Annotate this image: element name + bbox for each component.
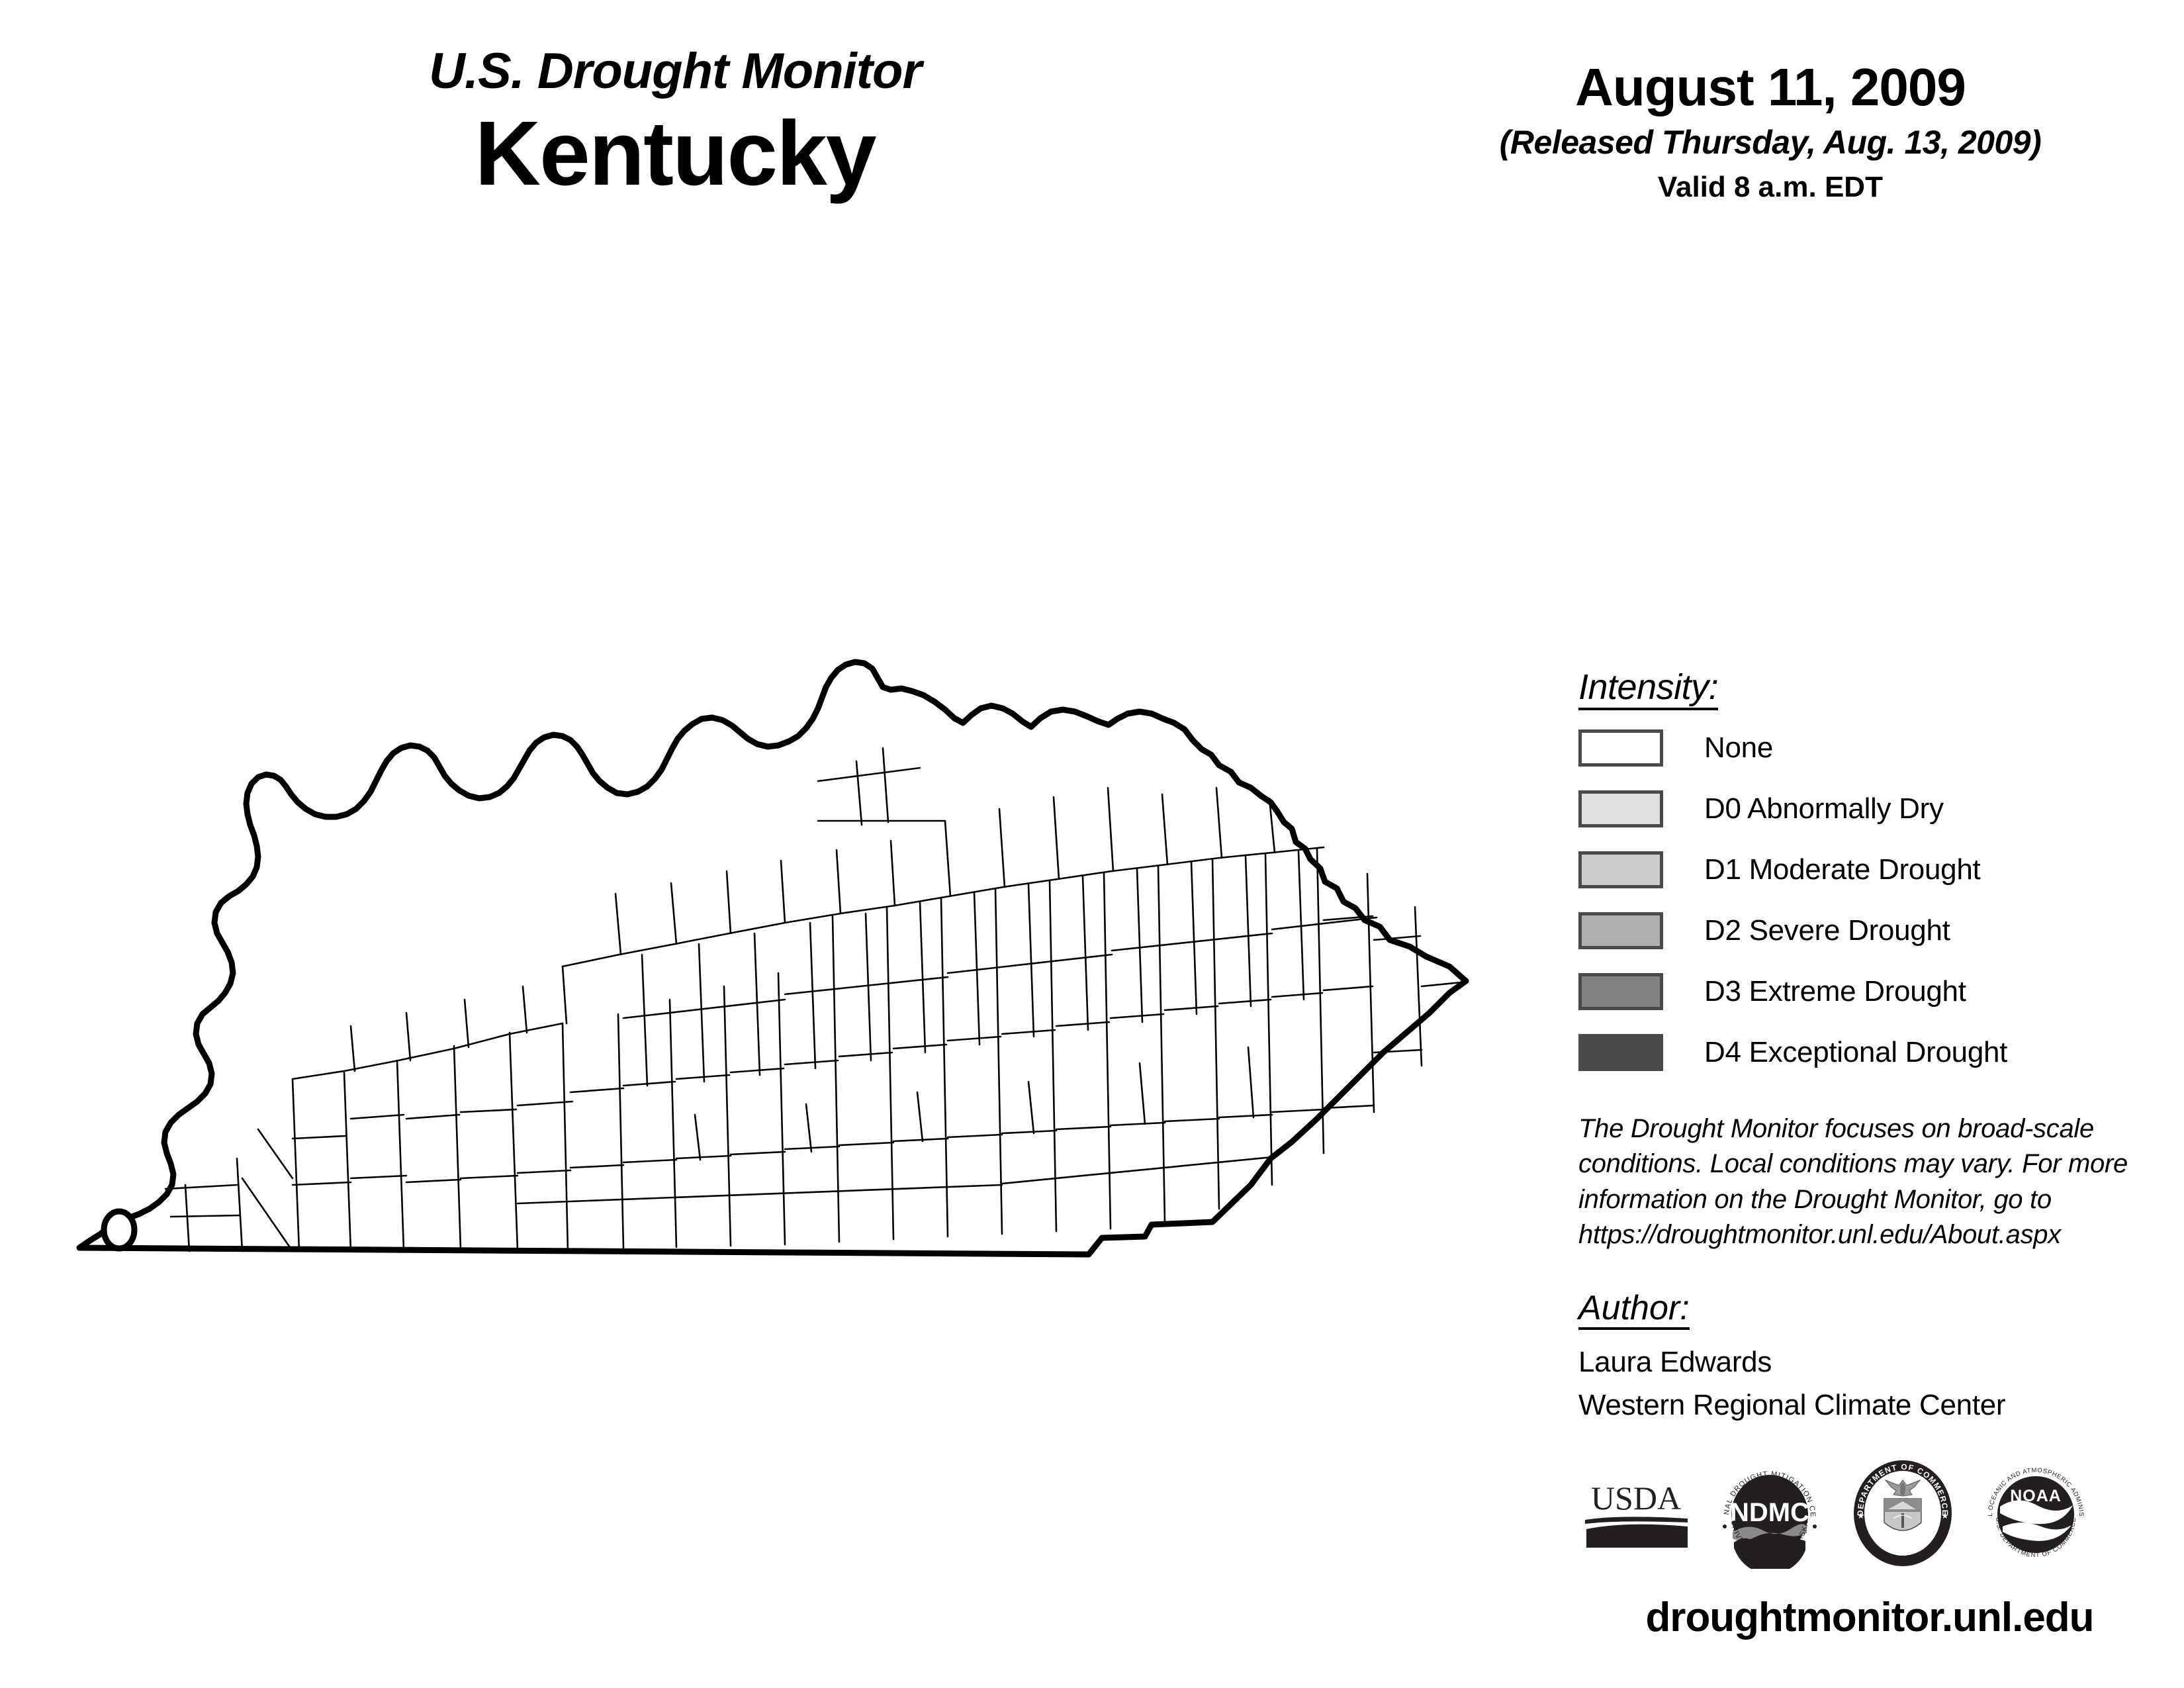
svg-text:NDMC: NDMC <box>1730 1498 1809 1527</box>
released-date: (Released Thursday, Aug. 13, 2009) <box>1499 124 2042 161</box>
usda-logo[interactable]: USDA <box>1578 1456 1694 1571</box>
legend-swatch-none <box>1578 729 1663 767</box>
legend-item-d4[interactable]: D4 Exceptional Drought <box>1578 1032 2174 1073</box>
footer-url[interactable]: droughtmonitor.unl.edu <box>1645 1594 2094 1640</box>
legend-item-d3[interactable]: D3 Extreme Drought <box>1578 971 2174 1012</box>
department-of-commerce-seal-icon: DEPARTMENT OF COMMERCE UNITED STATES OF … <box>1847 1458 1952 1567</box>
legend-panel: Intensity: None D0 Abnormally Dry D1 Mod… <box>1578 669 2174 1641</box>
legend-heading: Intensity: <box>1578 669 1719 710</box>
author-organization: Western Regional Climate Center <box>1578 1388 2006 1421</box>
legend-item-d2[interactable]: D2 Severe Drought <box>1578 910 2174 951</box>
svg-text:★: ★ <box>1857 1511 1865 1521</box>
legend-item-none[interactable]: None <box>1578 727 2174 769</box>
sponsor-logo-row: USDA NDMC NATIONAL DROUGHT MITIGATION CE… <box>1578 1456 2174 1571</box>
legend-item-d0[interactable]: D0 Abnormally Dry <box>1578 788 2174 829</box>
legend-swatch-d3 <box>1578 972 1663 1010</box>
county-boundaries <box>164 747 1463 1252</box>
page-title-program: U.S. Drought Monitor <box>428 43 922 99</box>
legend-swatch-d4 <box>1578 1033 1663 1071</box>
kentucky-county-map <box>76 659 1469 1258</box>
legend-swatch-d1 <box>1578 851 1663 888</box>
date-block: August 11, 2009 (Released Thursday, Aug.… <box>1453 60 2088 203</box>
ndmc-logo-icon: NDMC NATIONAL DROUGHT MITIGATION CENTER … <box>1714 1458 1817 1570</box>
usda-logo-icon: USDA <box>1585 1479 1688 1548</box>
svg-text:USDA: USDA <box>1591 1479 1681 1517</box>
noaa-logo-icon: NOAA NATIONAL OCEANIC AND ATMOSPHERIC AD… <box>1980 1458 2084 1559</box>
legend-items-list: None D0 Abnormally Dry D1 Moderate Droug… <box>1578 727 2174 1073</box>
title-block: U.S. Drought Monitor Kentucky <box>285 46 1066 202</box>
legend-label-d0: D0 Abnormally Dry <box>1704 792 1944 825</box>
legend-label-d2: D2 Severe Drought <box>1704 914 1950 947</box>
ndmc-logo[interactable]: NDMC NATIONAL DROUGHT MITIGATION CENTER … <box>1711 1456 1827 1571</box>
legend-swatch-d0 <box>1578 790 1663 827</box>
legend-label-d1: D1 Moderate Drought <box>1704 853 1981 886</box>
legend-label-d3: D3 Extreme Drought <box>1704 974 1966 1008</box>
disclaimer-text: The Drought Monitor focuses on broad-sca… <box>1578 1113 2128 1250</box>
valid-date: August 11, 2009 <box>1575 58 1966 117</box>
page-title-state: Kentucky <box>475 103 876 205</box>
author-heading: Author: <box>1578 1290 1690 1330</box>
doc-seal-logo[interactable]: DEPARTMENT OF COMMERCE UNITED STATES OF … <box>1844 1456 1960 1571</box>
author-name: Laura Edwards <box>1578 1345 1772 1378</box>
kentucky-bend-exclave <box>101 1208 138 1252</box>
svg-text:NOAA: NOAA <box>2010 1487 2062 1505</box>
kentucky-map-container <box>60 655 1529 1317</box>
legend-swatch-d2 <box>1578 912 1663 949</box>
state-outline-kentucky <box>76 659 1469 1258</box>
valid-time: Valid 8 a.m. EDT <box>1658 171 1883 203</box>
svg-text:★: ★ <box>1941 1511 1949 1521</box>
legend-label-d4: D4 Exceptional Drought <box>1704 1035 2008 1068</box>
legend-label-none: None <box>1704 731 1773 764</box>
legend-item-d1[interactable]: D1 Moderate Drought <box>1578 849 2174 890</box>
noaa-logo[interactable]: NOAA NATIONAL OCEANIC AND ATMOSPHERIC AD… <box>1978 1456 2093 1571</box>
